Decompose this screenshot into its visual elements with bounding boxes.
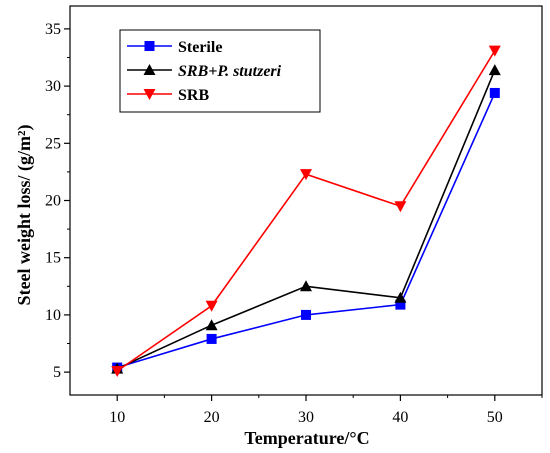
x-tick-label: 10 xyxy=(109,409,125,426)
x-tick-label: 20 xyxy=(204,409,220,426)
series-sterile xyxy=(112,87,500,373)
data-point-srb-p-stutzeri xyxy=(488,64,501,76)
data-point-srb xyxy=(300,169,312,181)
data-point-srb-p-stutzeri xyxy=(300,280,312,292)
data-point-srb-p-stutzeri xyxy=(394,291,407,303)
y-tick-label: 20 xyxy=(45,193,61,210)
data-point-srb xyxy=(111,365,124,377)
y-axis-label: Steel weight loss/ (g/m²) xyxy=(14,125,35,306)
y-tick-label: 15 xyxy=(45,250,61,267)
y-tick-label: 30 xyxy=(45,78,61,95)
data-point-srb xyxy=(488,45,501,57)
x-axis-ticks: 10 20 30 40 50 xyxy=(109,395,543,426)
legend-marker-srb-p-stutzeri xyxy=(143,64,156,75)
data-point-sterile xyxy=(395,299,406,310)
legend-label-srb: SRB xyxy=(178,87,209,104)
y-tick-label: 5 xyxy=(53,364,61,381)
y-tick-label: 10 xyxy=(45,307,61,324)
data-point-sterile xyxy=(206,333,217,344)
x-tick-label: 40 xyxy=(392,409,408,426)
x-tick-label: 50 xyxy=(487,409,503,426)
x-axis-label: Temperature/°C xyxy=(244,428,369,448)
data-point-sterile xyxy=(489,87,500,98)
series-layer xyxy=(111,45,501,377)
data-point-srb-p-stutzeri xyxy=(205,319,218,331)
data-point-srb xyxy=(205,300,218,312)
series-line-sterile xyxy=(116,92,496,369)
data-point-srb xyxy=(394,201,407,213)
legend-label-sterile: Sterile xyxy=(178,39,222,56)
y-tick-label: 35 xyxy=(45,21,61,38)
x-tick-label: 30 xyxy=(298,409,314,426)
y-axis-ticks: 5 10 15 20 25 30 35 xyxy=(45,21,70,381)
data-point-sterile xyxy=(301,309,311,320)
legend-label-srb-p-stutzeri: SRB+P. stutzeri xyxy=(178,63,282,80)
y-tick-label: 25 xyxy=(45,135,61,152)
series-srb xyxy=(111,45,501,377)
legend-marker-srb xyxy=(143,89,156,100)
legend-marker-sterile xyxy=(144,41,155,51)
legend: Sterile SRB+P. stutzeri SRB xyxy=(119,29,321,113)
